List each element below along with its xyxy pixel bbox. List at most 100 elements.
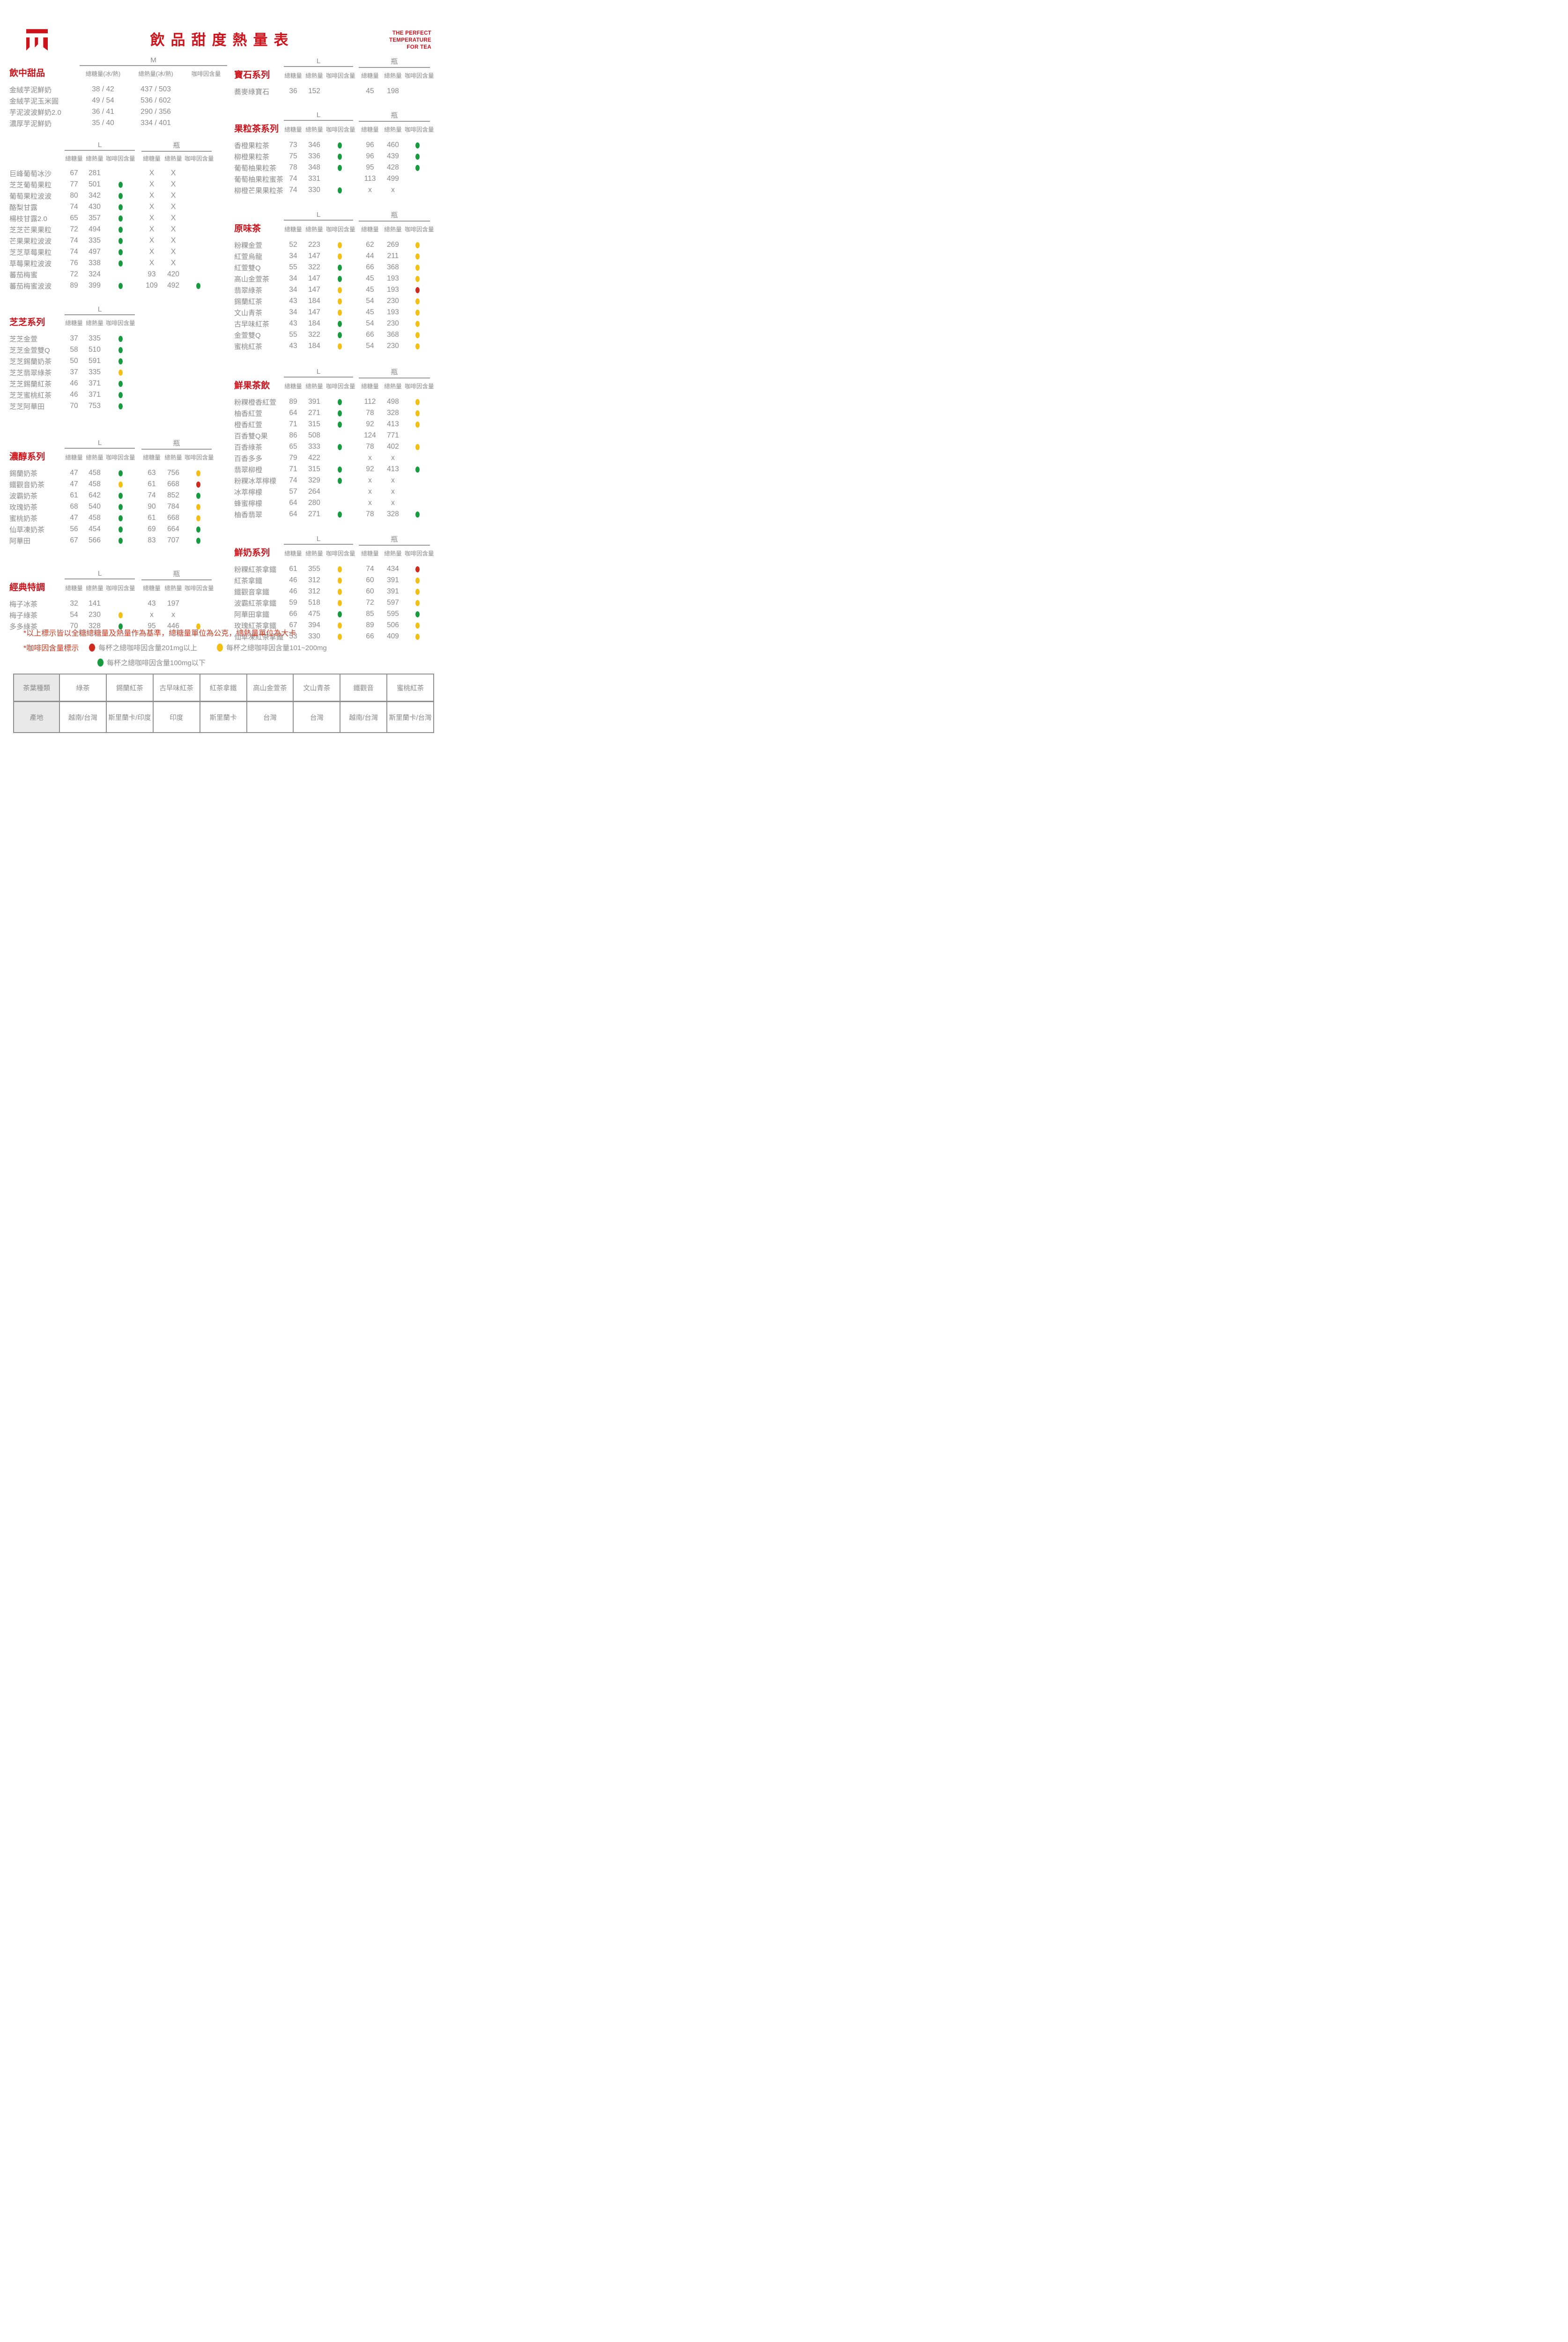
table-row: 葡萄柚果粒蜜茶 74 331 113 499 — [234, 173, 444, 185]
caffeine-cell-l — [106, 358, 135, 364]
calorie-value: 290 / 356 — [141, 108, 171, 116]
caffeine-cell-l — [106, 249, 135, 255]
table-row: 芝芝翡翠綠茶 37 335 — [9, 367, 223, 378]
calorie-value-bottle: 230 — [387, 342, 399, 350]
calorie-value-bottle: X — [170, 259, 176, 267]
sugar-value-l: 58 — [70, 346, 78, 354]
section-header: 芝芝系列 L 總糖量 總熱量 咖啡因含量 — [9, 305, 223, 328]
calorie-value-bottle: 707 — [167, 536, 179, 544]
table-row: 金絨芋泥鮮奶 38 / 42 437 / 503 — [9, 84, 223, 95]
caffeine-cell-l — [106, 481, 135, 488]
caffeine-cell-l — [106, 282, 135, 289]
caffeine-cell-l — [106, 204, 135, 210]
sugar-value-bottle: 89 — [366, 621, 374, 629]
section-body: 香橙果粒茶 73 346 96 460 柳橙果粒茶 75 336 96 439 葡萄柚果粒茶 78 34… — [234, 140, 444, 196]
calorie-value-bottle: 771 — [387, 431, 399, 439]
caffeine-dot-yellow — [415, 309, 420, 316]
drink-name: 鐵觀音奶茶 — [9, 481, 45, 489]
sugar-value-l: 46 — [70, 391, 78, 399]
table-row: 波霸紅茶拿鐵 59 518 72 597 — [234, 597, 444, 608]
sugar-value-l: 50 — [70, 357, 78, 365]
caffeine-cell-l — [326, 633, 353, 640]
table-row: 芝芝錫蘭紅茶 46 371 — [9, 378, 223, 389]
caffeine-cell-l — [326, 466, 353, 473]
calorie-value-l: 458 — [89, 480, 101, 488]
caffeine-dot-green — [118, 193, 123, 199]
caffeine-cell-l — [326, 444, 353, 450]
calorie-value-bottle: 668 — [167, 514, 179, 522]
caffeine-dot-yellow — [196, 515, 200, 521]
calorie-value-l: 540 — [89, 503, 101, 511]
calorie-value: 536 / 602 — [141, 96, 171, 104]
calorie-value-bottle: 498 — [387, 398, 399, 406]
caffeine-cell-l — [106, 403, 135, 409]
calorie-value-l: 753 — [89, 402, 101, 410]
column-header: 總熱量 — [86, 156, 104, 162]
origin-cell: 台灣 — [293, 701, 341, 733]
caffeine-cell-l — [326, 511, 353, 518]
drink-name: 粉粿冰萃檸檬 — [234, 477, 277, 485]
calorie-value-l: 271 — [308, 510, 320, 518]
caffeine-cell-bottle — [405, 577, 430, 584]
column-header: 咖啡因含量 — [106, 156, 135, 162]
legend-item-red: 每杯之總咖啡因含量201mg以上 — [89, 643, 197, 652]
drink-name: 芝芝金萱雙Q — [9, 346, 50, 355]
caffeine-cell-l — [326, 343, 353, 349]
caffeine-cell-bottle — [405, 399, 430, 405]
column-header: 總熱量 — [164, 454, 182, 461]
calorie-value-l: 422 — [308, 454, 320, 462]
drink-name: 香橙果粒茶 — [234, 141, 270, 150]
drink-name: 冰萃檸檬 — [234, 488, 263, 497]
sugar-value-bottle: 43 — [148, 600, 156, 608]
caffeine-dot-green — [415, 142, 420, 148]
calorie-value-bottle: 409 — [387, 632, 399, 640]
caffeine-cell-l — [326, 164, 353, 171]
sugar-value-l: 74 — [70, 203, 78, 211]
drink-nutrition-poster: 飲品甜度熱量表 THE PERFECT TEMPERATURE FOR TEA … — [0, 0, 444, 748]
tagline-line: TEMPERATURE — [389, 37, 431, 43]
caffeine-dot-green — [118, 380, 123, 387]
section-header: 鮮果茶飲 L 總糖量 總熱量 咖啡因含量瓶總糖量 總熱量 咖啡因含量 — [234, 367, 444, 391]
calorie-value: 334 / 401 — [141, 119, 171, 127]
sugar-value-l: 64 — [289, 409, 297, 417]
table-row: 蜂蜜檸檬 64 280 x x — [234, 497, 444, 509]
column-header: 總糖量 — [143, 156, 161, 162]
size-label: 瓶 — [359, 210, 430, 222]
sugar-value-bottle: 54 — [366, 297, 374, 305]
table-row: 粉粿金萱 52 223 62 269 — [234, 239, 444, 251]
calorie-value-bottle: 413 — [387, 465, 399, 473]
caffeine-cell-bottle — [185, 492, 212, 499]
red-dot-icon — [89, 643, 96, 652]
caffeine-cell-l — [106, 226, 135, 233]
caffeine-dot-green — [118, 623, 123, 630]
drink-name: 粉粿紅茶拿鐵 — [234, 565, 277, 574]
column-header: 總熱量 — [164, 156, 182, 162]
table-row: 紅萱烏龍 34 147 44 211 — [234, 251, 444, 262]
column-header: 總糖量 — [143, 585, 161, 592]
sugar-value-bottle: x — [368, 186, 372, 194]
caffeine-cell-l — [326, 320, 353, 327]
caffeine-cell-l — [106, 260, 135, 267]
menu-section: 經典特調 L 總糖量 總熱量 咖啡因含量瓶總糖量 總熱量 咖啡因含量 梅子冰茶 32 141 43 1… — [9, 569, 223, 632]
sugar-value-bottle: 112 — [364, 398, 376, 406]
table-row: 柚香翡翠 64 271 78 328 — [234, 509, 444, 520]
drink-name: 翡翠綠茶 — [234, 286, 263, 295]
column-header: 總糖量 — [284, 73, 302, 79]
tea-type-row-label: 茶葉種類 — [13, 674, 60, 702]
drink-name: 蜜桃奶茶 — [9, 514, 38, 523]
sugar-value-l: 46 — [289, 576, 297, 584]
caffeine-dot-green — [118, 237, 123, 244]
caffeine-cell-bottle — [405, 421, 430, 428]
column-header: 總熱量 — [384, 550, 402, 557]
calorie-value-l: 331 — [308, 175, 320, 183]
caffeine-dot-green — [415, 164, 420, 171]
column-header: 總糖量 — [284, 383, 302, 390]
tea-type-cell: 鐵觀音 — [340, 674, 388, 702]
calorie-value-l: 281 — [89, 169, 101, 177]
sugar-value-bottle: X — [149, 237, 155, 245]
sugar-value-l: 70 — [70, 622, 78, 630]
size-label: 瓶 — [359, 367, 430, 378]
sugar-value-bottle: x — [368, 499, 372, 507]
drink-name: 芝芝葡萄果粒 — [9, 181, 52, 189]
section-header: 飲中甜品 M 總糖量(冰/熱) 總熱量(冰/熱) 咖啡因含量 — [9, 56, 227, 79]
